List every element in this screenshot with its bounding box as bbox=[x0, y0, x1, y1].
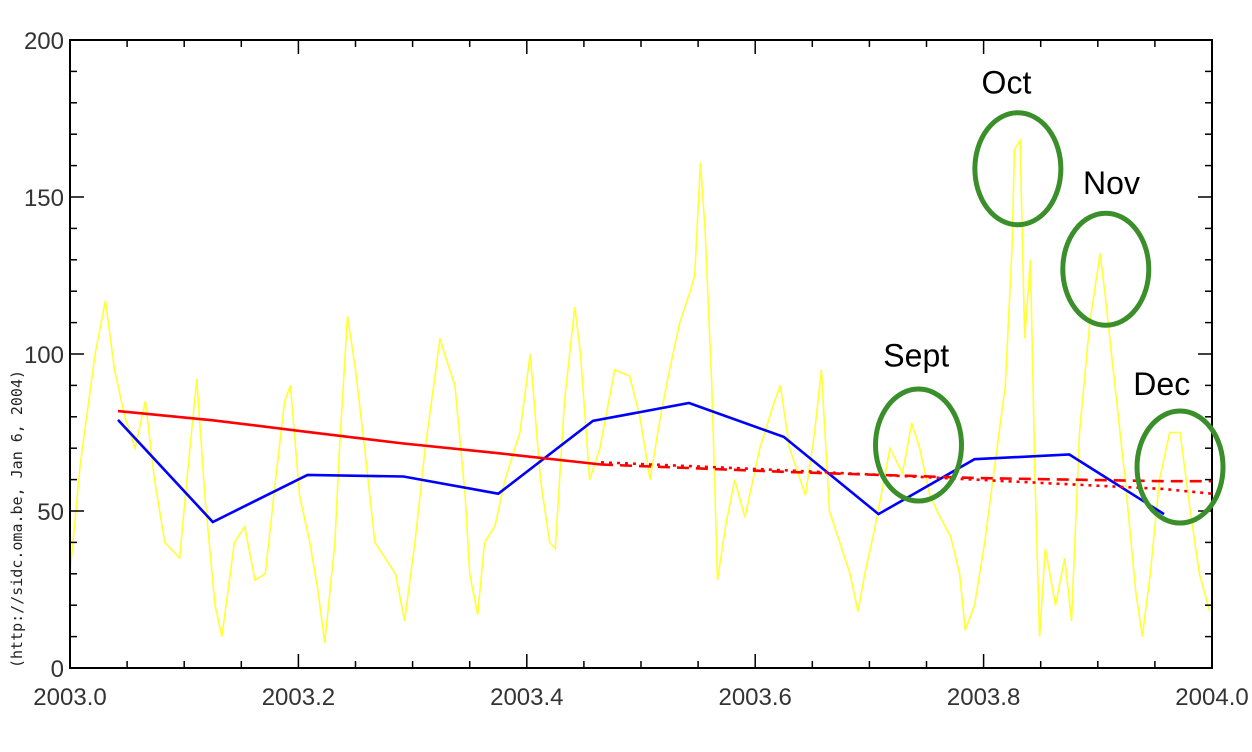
annotation-label-dec: Dec bbox=[1133, 366, 1190, 402]
credit-label: (http://sidc.oma.be, Jan 6, 2004) bbox=[8, 370, 26, 668]
y-tick-label: 150 bbox=[24, 185, 64, 212]
x-tick-label: 2004.0 bbox=[1175, 684, 1248, 711]
x-tick-label: 2003.8 bbox=[947, 684, 1020, 711]
y-tick-label: 0 bbox=[51, 656, 64, 683]
annotation-circle-sept bbox=[873, 386, 965, 504]
annotation-label-oct: Oct bbox=[982, 64, 1032, 100]
annotation-circle-dec bbox=[1134, 408, 1226, 526]
series-line-prediction-dashed- bbox=[600, 463, 1212, 483]
annotation-circle-nov bbox=[1060, 210, 1152, 328]
y-tick-label: 50 bbox=[37, 499, 64, 526]
series-line-daily-sunspot-number bbox=[69, 137, 1211, 644]
x-tick-label: 2003.0 bbox=[33, 684, 106, 711]
plot-frame bbox=[69, 39, 1213, 669]
annotation-label-sept: Sept bbox=[883, 338, 949, 374]
x-tick-label: 2003.4 bbox=[490, 684, 563, 711]
series-line-prediction-dotted- bbox=[600, 461, 1213, 495]
y-tick-label: 200 bbox=[24, 28, 64, 55]
annotation-circle-oct bbox=[972, 110, 1064, 228]
x-tick-label: 2003.6 bbox=[718, 684, 791, 711]
y-tick-label: 100 bbox=[24, 342, 64, 369]
annotation-label-nov: Nov bbox=[1083, 165, 1140, 201]
series-line-smoothed-monthly bbox=[117, 409, 602, 466]
series-line-monthly-mean bbox=[117, 401, 1165, 524]
x-tick-label: 2003.2 bbox=[262, 684, 335, 711]
